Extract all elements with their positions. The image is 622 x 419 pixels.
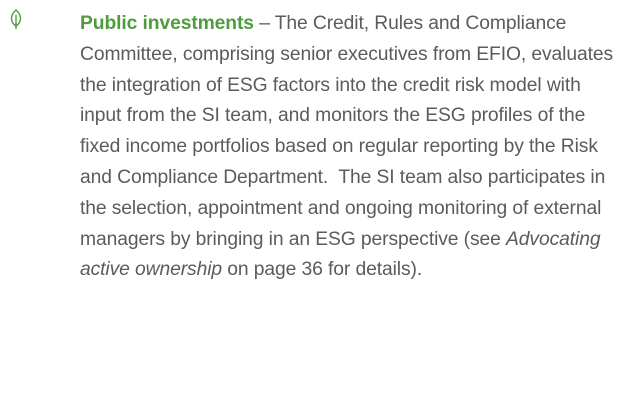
italic-reference: Advocating active ownership xyxy=(80,228,606,281)
leaf-icon xyxy=(10,9,22,29)
body-text-end: on page 36 for details). xyxy=(222,259,423,281)
paragraph: Public investments – The Credit, Rules a… xyxy=(80,9,620,286)
heading: Public investments xyxy=(80,13,254,34)
body-text: – The Credit, Rules and Compliance Commi… xyxy=(80,13,619,250)
